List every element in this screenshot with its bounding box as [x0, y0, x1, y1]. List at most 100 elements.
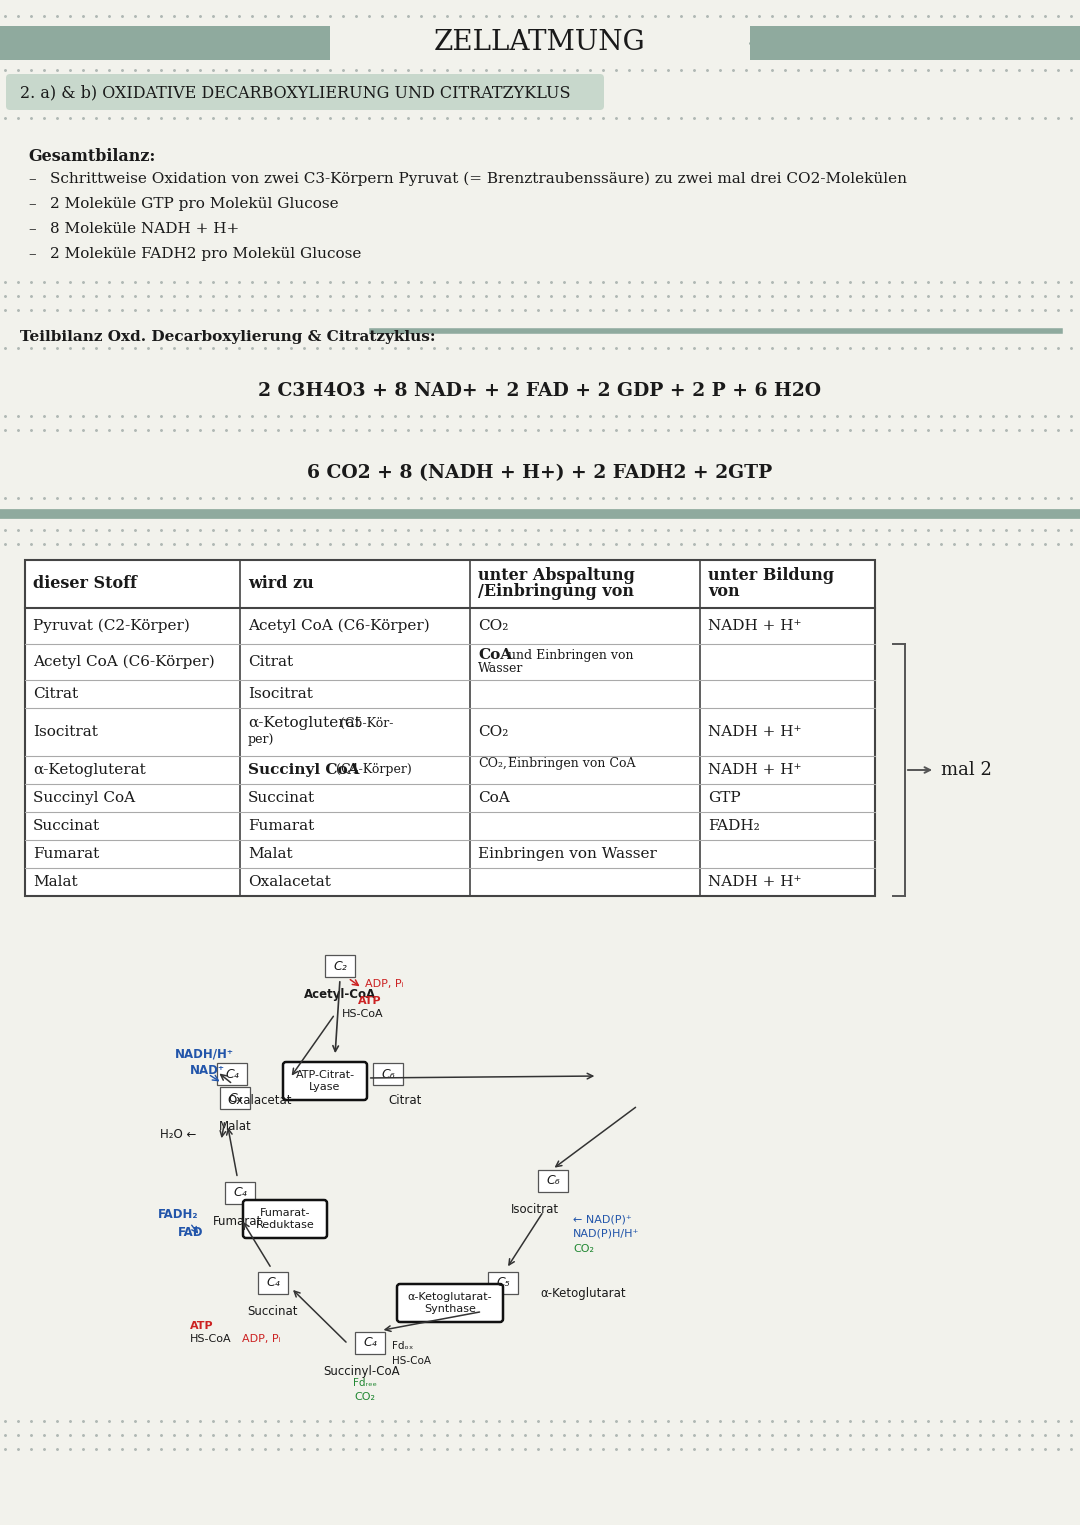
- Text: C₄: C₄: [233, 1186, 247, 1200]
- Bar: [225, 1182, 255, 1205]
- Text: CO₂: CO₂: [478, 724, 509, 740]
- Text: Succinat: Succinat: [247, 1305, 298, 1318]
- Text: Fumarat: Fumarat: [248, 819, 314, 833]
- Text: CO₂: CO₂: [573, 1244, 594, 1254]
- FancyBboxPatch shape: [243, 1200, 327, 1238]
- Text: Einbringen von Wasser: Einbringen von Wasser: [478, 846, 657, 862]
- Bar: [355, 1331, 384, 1354]
- Text: Succinyl-CoA: Succinyl-CoA: [324, 1365, 401, 1379]
- Text: HS-CoA: HS-CoA: [342, 1010, 383, 1019]
- Text: CO₂: CO₂: [354, 1392, 376, 1401]
- Text: NAD⁺: NAD⁺: [190, 1064, 225, 1078]
- Text: FADH₂: FADH₂: [158, 1208, 199, 1222]
- Text: Isocitrat: Isocitrat: [248, 686, 313, 702]
- Text: Citrat: Citrat: [248, 656, 293, 669]
- Text: unter Bildung: unter Bildung: [708, 567, 834, 584]
- Text: C₄: C₄: [363, 1336, 377, 1350]
- Text: Acetyl CoA (C6-Körper): Acetyl CoA (C6-Körper): [33, 654, 215, 669]
- Text: GTP: GTP: [708, 791, 741, 805]
- Text: und Einbringen von: und Einbringen von: [504, 648, 634, 662]
- Text: Isocitrat: Isocitrat: [511, 1203, 559, 1215]
- Text: Fdᵣₑₑ: Fdᵣₑₑ: [353, 1379, 377, 1388]
- Bar: [25, 560, 875, 897]
- Text: ZELLATMUNG: ZELLATMUNG: [434, 29, 646, 56]
- Text: –: –: [28, 172, 36, 186]
- Bar: [750, 26, 1080, 59]
- Text: C₄: C₄: [266, 1276, 280, 1290]
- Text: 2 Moleküle GTP pro Molekül Glucose: 2 Moleküle GTP pro Molekül Glucose: [50, 197, 339, 210]
- Text: HS-CoA: HS-CoA: [392, 1356, 431, 1366]
- FancyBboxPatch shape: [283, 1061, 367, 1100]
- Text: NADH + H⁺: NADH + H⁺: [708, 619, 801, 633]
- Text: C₆: C₆: [546, 1174, 559, 1188]
- FancyBboxPatch shape: [397, 1284, 503, 1322]
- Text: CoA: CoA: [478, 648, 512, 662]
- Text: (C5-Kör-: (C5-Kör-: [336, 717, 393, 729]
- Text: Acetyl CoA (C6-Körper): Acetyl CoA (C6-Körper): [248, 619, 430, 633]
- Text: Succinyl CoA: Succinyl CoA: [248, 762, 360, 778]
- Text: ← NAD(P)⁺: ← NAD(P)⁺: [573, 1214, 632, 1225]
- Text: H₂O ←: H₂O ←: [160, 1127, 197, 1141]
- Text: per): per): [248, 732, 274, 746]
- Text: 6 CO2 + 8 (NADH + H+) + 2 FADH2 + 2GTP: 6 CO2 + 8 (NADH + H+) + 2 FADH2 + 2GTP: [308, 464, 772, 482]
- Bar: [220, 1087, 249, 1109]
- Text: Schrittweise Oxidation von zwei C3-Körpern Pyruvat (= Brenztraubenssäure) zu zwe: Schrittweise Oxidation von zwei C3-Körpe…: [50, 172, 907, 186]
- Text: C₆: C₆: [381, 1068, 395, 1081]
- Text: 8 Moleküle NADH + H+: 8 Moleküle NADH + H+: [50, 223, 240, 236]
- Bar: [538, 1170, 568, 1193]
- Text: /Einbringung von: /Einbringung von: [478, 584, 634, 601]
- Text: ADP, Pᵢ: ADP, Pᵢ: [235, 1334, 281, 1344]
- Text: ATP: ATP: [190, 1321, 214, 1331]
- Text: Wasser: Wasser: [478, 662, 524, 676]
- Text: CO₂: CO₂: [478, 619, 509, 633]
- Text: α-Ketogluterat: α-Ketogluterat: [248, 717, 361, 730]
- Text: –: –: [28, 197, 36, 210]
- Text: Citrat: Citrat: [33, 686, 78, 702]
- Text: Fdₒₓ: Fdₒₓ: [392, 1340, 414, 1351]
- Text: Isocitrat: Isocitrat: [33, 724, 98, 740]
- Bar: [258, 1272, 288, 1295]
- Text: NADH + H⁺: NADH + H⁺: [708, 875, 801, 889]
- Text: Oxalacetat: Oxalacetat: [228, 1093, 293, 1107]
- Text: ATP: ATP: [357, 996, 381, 1006]
- Text: Fumarat: Fumarat: [33, 846, 99, 862]
- Text: Succinat: Succinat: [33, 819, 100, 833]
- Text: HS-CoA: HS-CoA: [190, 1334, 231, 1344]
- Text: CoA: CoA: [478, 791, 510, 805]
- Text: 2 C3H4O3 + 8 NAD+ + 2 FAD + 2 GDP + 2 P + 6 H2O: 2 C3H4O3 + 8 NAD+ + 2 FAD + 2 GDP + 2 P …: [258, 381, 822, 400]
- Text: mal 2: mal 2: [941, 761, 991, 779]
- Bar: [217, 1063, 247, 1084]
- Text: Fumarat-
Reduktase: Fumarat- Reduktase: [256, 1208, 314, 1229]
- Text: α-Ketogluterat: α-Ketogluterat: [33, 762, 146, 778]
- Text: α-Ketoglutarat-
Synthase: α-Ketoglutarat- Synthase: [407, 1292, 492, 1315]
- Bar: [488, 1272, 518, 1295]
- Text: unter Abspaltung: unter Abspaltung: [478, 567, 635, 584]
- Text: –: –: [28, 247, 36, 261]
- Text: Malat: Malat: [218, 1119, 252, 1133]
- Text: CO₂,: CO₂,: [478, 756, 507, 770]
- Text: FAD: FAD: [178, 1226, 203, 1240]
- Text: Oxalacetat: Oxalacetat: [248, 875, 330, 889]
- Text: C₄: C₄: [228, 1092, 242, 1104]
- Text: Acetyl-CoA: Acetyl-CoA: [303, 988, 376, 1000]
- Text: –: –: [28, 223, 36, 236]
- Text: FADH₂: FADH₂: [708, 819, 759, 833]
- Text: NADH + H⁺: NADH + H⁺: [708, 762, 801, 778]
- Text: Malat: Malat: [248, 846, 293, 862]
- Text: NAD(P)H/H⁺: NAD(P)H/H⁺: [573, 1229, 639, 1238]
- Text: (C4-Körper): (C4-Körper): [332, 764, 411, 776]
- Text: ADP, Pᵢ: ADP, Pᵢ: [365, 979, 404, 990]
- Text: NADH/H⁺: NADH/H⁺: [175, 1048, 234, 1060]
- Bar: [325, 955, 355, 978]
- Text: Pyruvat (C2-Körper): Pyruvat (C2-Körper): [33, 619, 190, 633]
- Text: C₄: C₄: [225, 1068, 239, 1081]
- Text: C₅: C₅: [496, 1276, 510, 1290]
- Text: dieser Stoff: dieser Stoff: [33, 575, 137, 593]
- Text: 2 Moleküle FADH2 pro Molekül Glucose: 2 Moleküle FADH2 pro Molekül Glucose: [50, 247, 362, 261]
- Text: Einbringen von CoA: Einbringen von CoA: [504, 756, 635, 770]
- Text: 2. a) & b) OXIDATIVE DECARBOXYLIERUNG UND CITRATZYKLUS: 2. a) & b) OXIDATIVE DECARBOXYLIERUNG UN…: [21, 84, 570, 102]
- Bar: [25, 560, 875, 897]
- Text: Succinat: Succinat: [248, 791, 315, 805]
- Text: Succinyl CoA: Succinyl CoA: [33, 791, 135, 805]
- Text: Fumarat: Fumarat: [214, 1215, 262, 1228]
